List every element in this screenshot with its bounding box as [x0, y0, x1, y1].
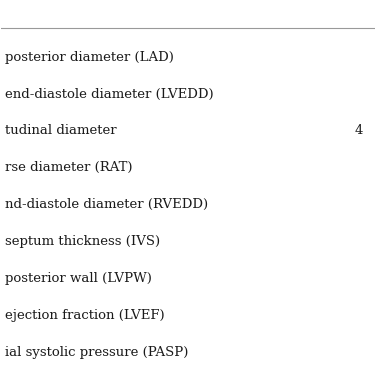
Text: ial systolic pressure (PASP): ial systolic pressure (PASP) — [5, 346, 188, 359]
Text: ejection fraction (LVEF): ejection fraction (LVEF) — [5, 309, 165, 322]
Text: tudinal diameter: tudinal diameter — [5, 124, 117, 138]
Text: nd-diastole diameter (RVEDD): nd-diastole diameter (RVEDD) — [5, 198, 208, 211]
Text: septum thickness (IVS): septum thickness (IVS) — [5, 235, 160, 248]
Text: 4: 4 — [355, 124, 364, 138]
Text: end-diastole diameter (LVEDD): end-diastole diameter (LVEDD) — [5, 88, 214, 100]
Text: posterior wall (LVPW): posterior wall (LVPW) — [5, 272, 152, 285]
Text: posterior diameter (LAD): posterior diameter (LAD) — [5, 51, 174, 64]
Text: rse diameter (RAT): rse diameter (RAT) — [5, 161, 133, 174]
